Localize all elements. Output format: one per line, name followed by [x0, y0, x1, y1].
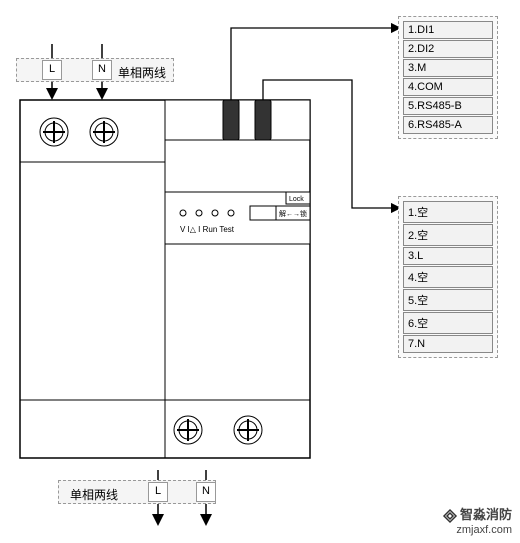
- pin-row: 5.RS485-B: [403, 97, 493, 115]
- bottom-phase-label: 单相两线: [70, 486, 118, 503]
- top-L-label: L: [42, 60, 62, 80]
- watermark: 智淼消防 zmjaxf.com: [442, 507, 512, 537]
- pin-row: 2.空: [403, 224, 493, 246]
- bottom-L-label: L: [148, 482, 168, 502]
- watermark-cn: 智淼消防: [460, 507, 512, 522]
- pin-row: 4.空: [403, 266, 493, 288]
- pin-row: 6.RS485-A: [403, 116, 493, 134]
- pin-table-bottom: 1.空2.空3.L4.空5.空6.空7.N: [398, 196, 498, 358]
- bottom-N-label: N: [196, 482, 216, 502]
- top-N-label: N: [92, 60, 112, 80]
- pin-row: 6.空: [403, 312, 493, 334]
- pin-row: 3.L: [403, 247, 493, 265]
- top-phase-label: 单相两线: [118, 64, 166, 81]
- pin-row: 2.DI2: [403, 40, 493, 58]
- pin-table-top: 1.DI12.DI23.M4.COM5.RS485-B6.RS485-A: [398, 16, 498, 139]
- pin-row: 5.空: [403, 289, 493, 311]
- pin-row: 1.DI1: [403, 21, 493, 39]
- svg-text:解←→锁: 解←→锁: [279, 209, 307, 218]
- svg-text:Lock: Lock: [289, 196, 304, 203]
- pin-row: 4.COM: [403, 78, 493, 96]
- pin-row: 3.M: [403, 59, 493, 77]
- watermark-url: zmjaxf.com: [456, 524, 512, 536]
- pin-row: 1.空: [403, 201, 493, 223]
- watermark-logo-icon: [442, 508, 458, 524]
- svg-text:V I△ I Run Test: V I△ I Run Test: [180, 225, 235, 234]
- pin-row: 7.N: [403, 335, 493, 353]
